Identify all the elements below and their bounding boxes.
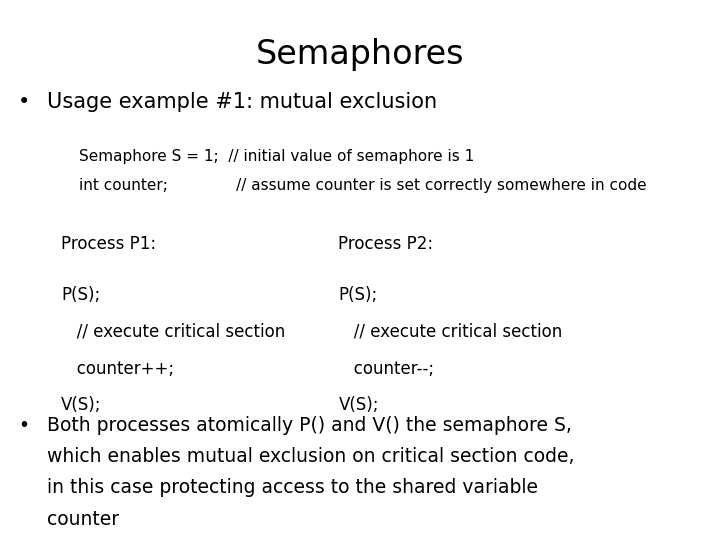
Text: Process P2:: Process P2: <box>338 235 433 253</box>
Text: in this case protecting access to the shared variable: in this case protecting access to the sh… <box>47 478 538 497</box>
Text: // execute critical section: // execute critical section <box>338 323 562 341</box>
Text: Semaphore S = 1;  // initial value of semaphore is 1: Semaphore S = 1; // initial value of sem… <box>79 148 474 164</box>
Text: Both processes atomically P() and V() the semaphore S,: Both processes atomically P() and V() th… <box>47 416 572 435</box>
Text: P(S);: P(S); <box>61 286 101 304</box>
Text: Process P1:: Process P1: <box>61 235 156 253</box>
Text: counter++;: counter++; <box>61 360 174 377</box>
Text: // execute critical section: // execute critical section <box>61 323 285 341</box>
Text: P(S);: P(S); <box>338 286 378 304</box>
Text: int counter;              // assume counter is set correctly somewhere in code: int counter; // assume counter is set co… <box>79 178 647 193</box>
Text: V(S);: V(S); <box>61 396 102 414</box>
Text: Usage example #1: mutual exclusion: Usage example #1: mutual exclusion <box>47 92 437 112</box>
Text: •: • <box>18 92 30 112</box>
Text: Semaphores: Semaphores <box>256 38 464 71</box>
Text: •: • <box>18 416 29 435</box>
Text: which enables mutual exclusion on critical section code,: which enables mutual exclusion on critic… <box>47 447 575 466</box>
Text: counter: counter <box>47 510 119 529</box>
Text: V(S);: V(S); <box>338 396 379 414</box>
Text: counter--;: counter--; <box>338 360 435 377</box>
